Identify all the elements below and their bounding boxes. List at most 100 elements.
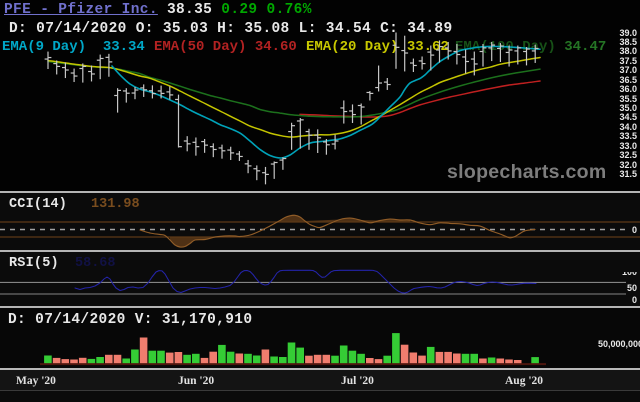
ohlc-bar: [296, 118, 304, 149]
ohlc-bar: [140, 84, 148, 97]
volume-readout: D: 07/14/2020 V: 31,170,910: [8, 311, 253, 328]
month-label: Jun '20: [178, 375, 215, 387]
volume-bar: [339, 345, 348, 364]
ema50-name: EMA(50 Day): [154, 39, 247, 55]
quote-header: PFE - Pfizer Inc. 38.35 0.29 0.76%: [4, 3, 312, 18]
ohlc-bar: [479, 44, 487, 67]
volume-bar: [305, 355, 313, 364]
rsi-value: 58.68: [75, 256, 116, 271]
volume-bar: [409, 352, 418, 364]
ema100-line: [47, 60, 541, 118]
rsi-label: RSI(5): [9, 256, 59, 271]
ohlc-bar: [383, 78, 391, 90]
volume-bar: [61, 359, 70, 364]
price-tick-label: 39.0: [619, 27, 637, 38]
volume-bar: [174, 352, 183, 364]
volume-bar: [183, 354, 191, 364]
volume-bar: [78, 357, 87, 364]
ohlc-bar: [44, 51, 52, 69]
ema100-label: EMA(100 Day) 34.47: [455, 40, 606, 55]
price-tick-label: 33.5: [619, 131, 637, 142]
ohlc-bar: [523, 47, 530, 66]
price-tick-label: 36.0: [619, 84, 637, 95]
ohlc-bar: [366, 91, 374, 101]
ohlc-bar: [357, 103, 365, 125]
volume-bar: [366, 358, 374, 364]
price-change: 0.29 0.76%: [221, 2, 312, 18]
ohlc-bar: [114, 88, 121, 113]
volume-bar: [87, 358, 96, 364]
volume-bar: [287, 342, 296, 364]
price-tick-label: 32.5: [619, 150, 637, 161]
volume-bar: [479, 358, 487, 364]
ohlc-bar: [349, 104, 356, 123]
ohlc-bar: [514, 45, 522, 65]
ohlc-bar: [79, 63, 87, 83]
volume-bar: [209, 351, 217, 364]
volume-bar: [426, 346, 435, 364]
watermark: slopecharts.com: [447, 161, 607, 183]
ohlc-bar: [505, 45, 513, 67]
volume-bar: [435, 351, 444, 364]
price-tick-label: 34.5: [619, 112, 637, 123]
volume-axis-separator: [0, 368, 640, 370]
separator-main-cci: [0, 191, 640, 194]
ohlc-bar: [470, 51, 478, 76]
ohlc-bar: [209, 143, 217, 158]
volume-bar: [279, 357, 287, 364]
ohlc-bar: [462, 49, 469, 74]
volume-bar: [261, 349, 270, 364]
ohlc-bar: [279, 157, 287, 170]
volume-bar: [513, 360, 522, 364]
ohlc-bar: [88, 65, 95, 82]
last-price: 38.35: [166, 2, 213, 18]
volume-bar: [70, 359, 78, 364]
ohlc-bar: [149, 85, 156, 99]
volume-bar: [505, 359, 513, 364]
cci-label: CCI(14): [9, 197, 68, 212]
volume-bar: [487, 357, 496, 364]
ohlc-bar: [305, 128, 313, 150]
price-tick-label: 38.5: [619, 36, 637, 47]
price-tick-label: 37.5: [619, 55, 637, 66]
month-label: Aug '20: [505, 375, 544, 387]
volume-bar: [252, 355, 261, 364]
rsi-50-label: 50: [626, 282, 637, 293]
volume-bar: [270, 356, 278, 364]
price-tick-label: 35.0: [619, 103, 637, 114]
ema9-name: EMA(9 Day): [2, 39, 87, 55]
ohlc-bar: [331, 134, 339, 150]
volume-bar: [165, 352, 174, 364]
ohlc-bar: [488, 41, 496, 62]
volume-bar: [383, 355, 391, 364]
ema20-name: EMA(20 Day): [306, 39, 399, 55]
price-tick-label: 38.0: [619, 46, 637, 57]
ohlc-bar: [314, 129, 322, 154]
ohlc-bar: [323, 138, 330, 155]
separator-rsi-volume: [0, 306, 640, 308]
volume-bar: [453, 353, 461, 364]
ohlc-bar: [105, 53, 113, 77]
ohlc-bar: [183, 136, 191, 152]
symbol-link[interactable]: PFE - Pfizer Inc.: [4, 2, 158, 18]
ohlc-bar: [531, 44, 539, 63]
separator-cci-rsi: [0, 250, 640, 252]
ohlc-bar: [218, 144, 226, 159]
ohlc-bar: [70, 68, 78, 83]
volume-bar: [348, 350, 357, 364]
bottom-border: [0, 390, 640, 391]
ohlc-bar: [444, 41, 452, 60]
volume-bar: [235, 353, 244, 364]
price-tick-label: 37.0: [619, 65, 637, 76]
cci-extreme-fill: [280, 215, 410, 222]
volume-bar: [52, 357, 61, 364]
volume-bar: [392, 333, 400, 364]
ema50-value: 34.60: [254, 39, 297, 55]
volume-bar: [44, 355, 52, 364]
volume-bar: [244, 353, 252, 364]
volume-bar: [461, 353, 470, 364]
volume-bar: [113, 354, 122, 364]
volume-bar: [470, 353, 478, 364]
